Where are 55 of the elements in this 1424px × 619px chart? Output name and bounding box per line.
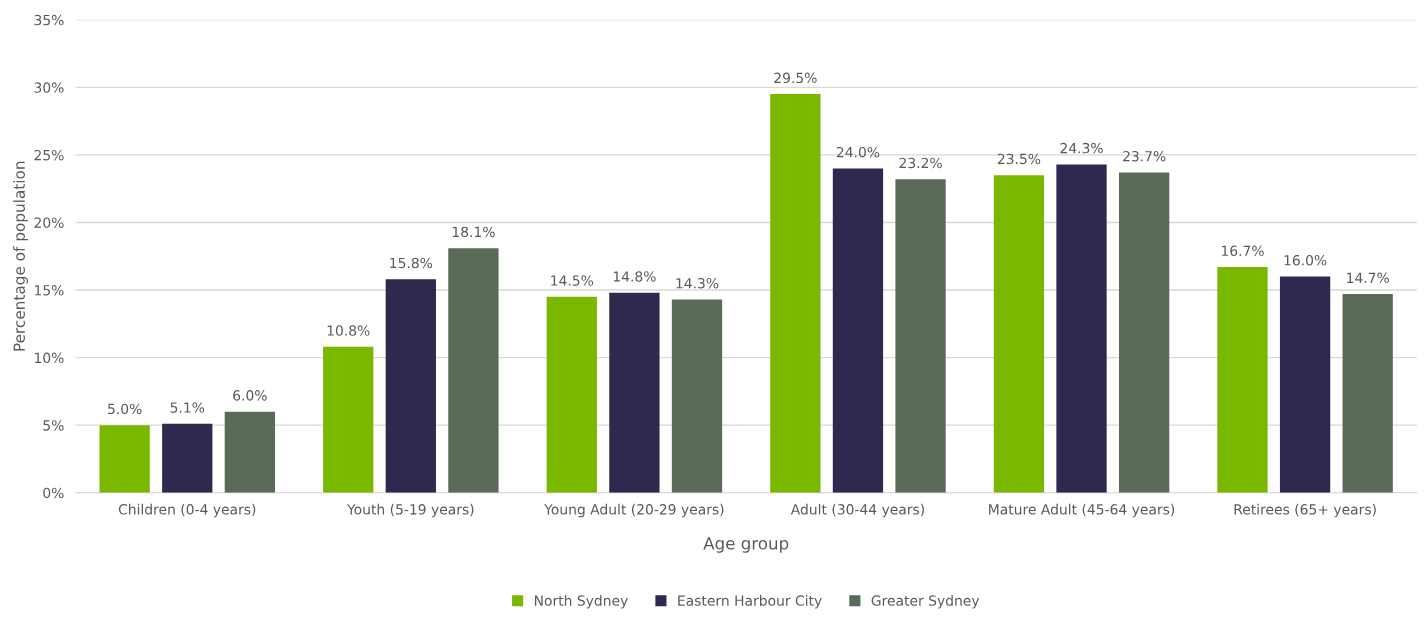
data-label: 14.7% bbox=[1347, 272, 1389, 284]
bar bbox=[224, 411, 276, 493]
y-tick-label: 10% bbox=[35, 352, 64, 364]
x-axis-title: Age group bbox=[703, 537, 789, 553]
data-label: 16.7% bbox=[1221, 245, 1264, 257]
data-label: 10.8% bbox=[327, 325, 370, 336]
bar bbox=[1342, 294, 1393, 493]
bar bbox=[1217, 267, 1268, 493]
bar bbox=[323, 346, 374, 493]
bar bbox=[99, 425, 150, 493]
x-tick-label: Youth (5-19 years) bbox=[347, 503, 474, 518]
data-label: 23.5% bbox=[997, 153, 1041, 165]
data-label: 5.1% bbox=[170, 402, 205, 413]
bar bbox=[448, 248, 499, 493]
data-label: 24.3% bbox=[1060, 142, 1103, 154]
y-tick-label: 0% bbox=[43, 487, 64, 499]
bar bbox=[609, 292, 660, 493]
x-tick-label: Adult (30-44 years) bbox=[790, 503, 924, 518]
data-label: 6.0% bbox=[233, 390, 267, 401]
bar bbox=[546, 296, 597, 493]
x-tick-label: Retirees (65+ years) bbox=[1234, 503, 1376, 518]
bar bbox=[895, 179, 946, 493]
y-tick-label: 20% bbox=[34, 217, 64, 228]
bar bbox=[832, 168, 884, 493]
bar bbox=[162, 423, 213, 493]
data-label: 15.8% bbox=[390, 257, 433, 269]
x-tick-label: Young Adult (20-29 years) bbox=[544, 503, 724, 518]
data-label: 14.8% bbox=[613, 271, 656, 282]
y-tick-label: 5% bbox=[43, 420, 64, 431]
y-tick-label: 35% bbox=[34, 14, 64, 26]
x-tick-label: Mature Adult (45-64 years) bbox=[989, 503, 1175, 518]
legend-label: North Sydney bbox=[534, 595, 628, 609]
legend-label: Eastern Harbour City bbox=[678, 595, 822, 609]
data-label: 14.3% bbox=[676, 277, 719, 289]
data-label: 16.0% bbox=[1284, 255, 1327, 266]
legend-label: Greater Sydney bbox=[871, 595, 980, 609]
bar bbox=[1118, 172, 1170, 493]
y-tick-label: 25% bbox=[34, 149, 64, 161]
y-axis-title: Percentage of population bbox=[13, 161, 28, 351]
data-label: 24.0% bbox=[836, 146, 880, 158]
bar bbox=[671, 299, 723, 493]
y-tick-label: 15% bbox=[35, 285, 64, 296]
data-label: 18.1% bbox=[452, 226, 495, 238]
x-tick-label: Children (0-4 years) bbox=[118, 503, 256, 518]
bar bbox=[770, 94, 821, 493]
y-tick-label: 30% bbox=[34, 82, 64, 93]
bar bbox=[993, 175, 1045, 493]
data-label: 23.2% bbox=[899, 157, 942, 169]
data-label: 29.5% bbox=[774, 72, 817, 84]
data-label: 14.5% bbox=[551, 275, 594, 286]
data-label: 5.0% bbox=[108, 403, 142, 415]
bar bbox=[1279, 276, 1331, 493]
bar bbox=[1056, 164, 1107, 493]
bar bbox=[385, 279, 436, 493]
data-label: 23.7% bbox=[1123, 150, 1166, 162]
